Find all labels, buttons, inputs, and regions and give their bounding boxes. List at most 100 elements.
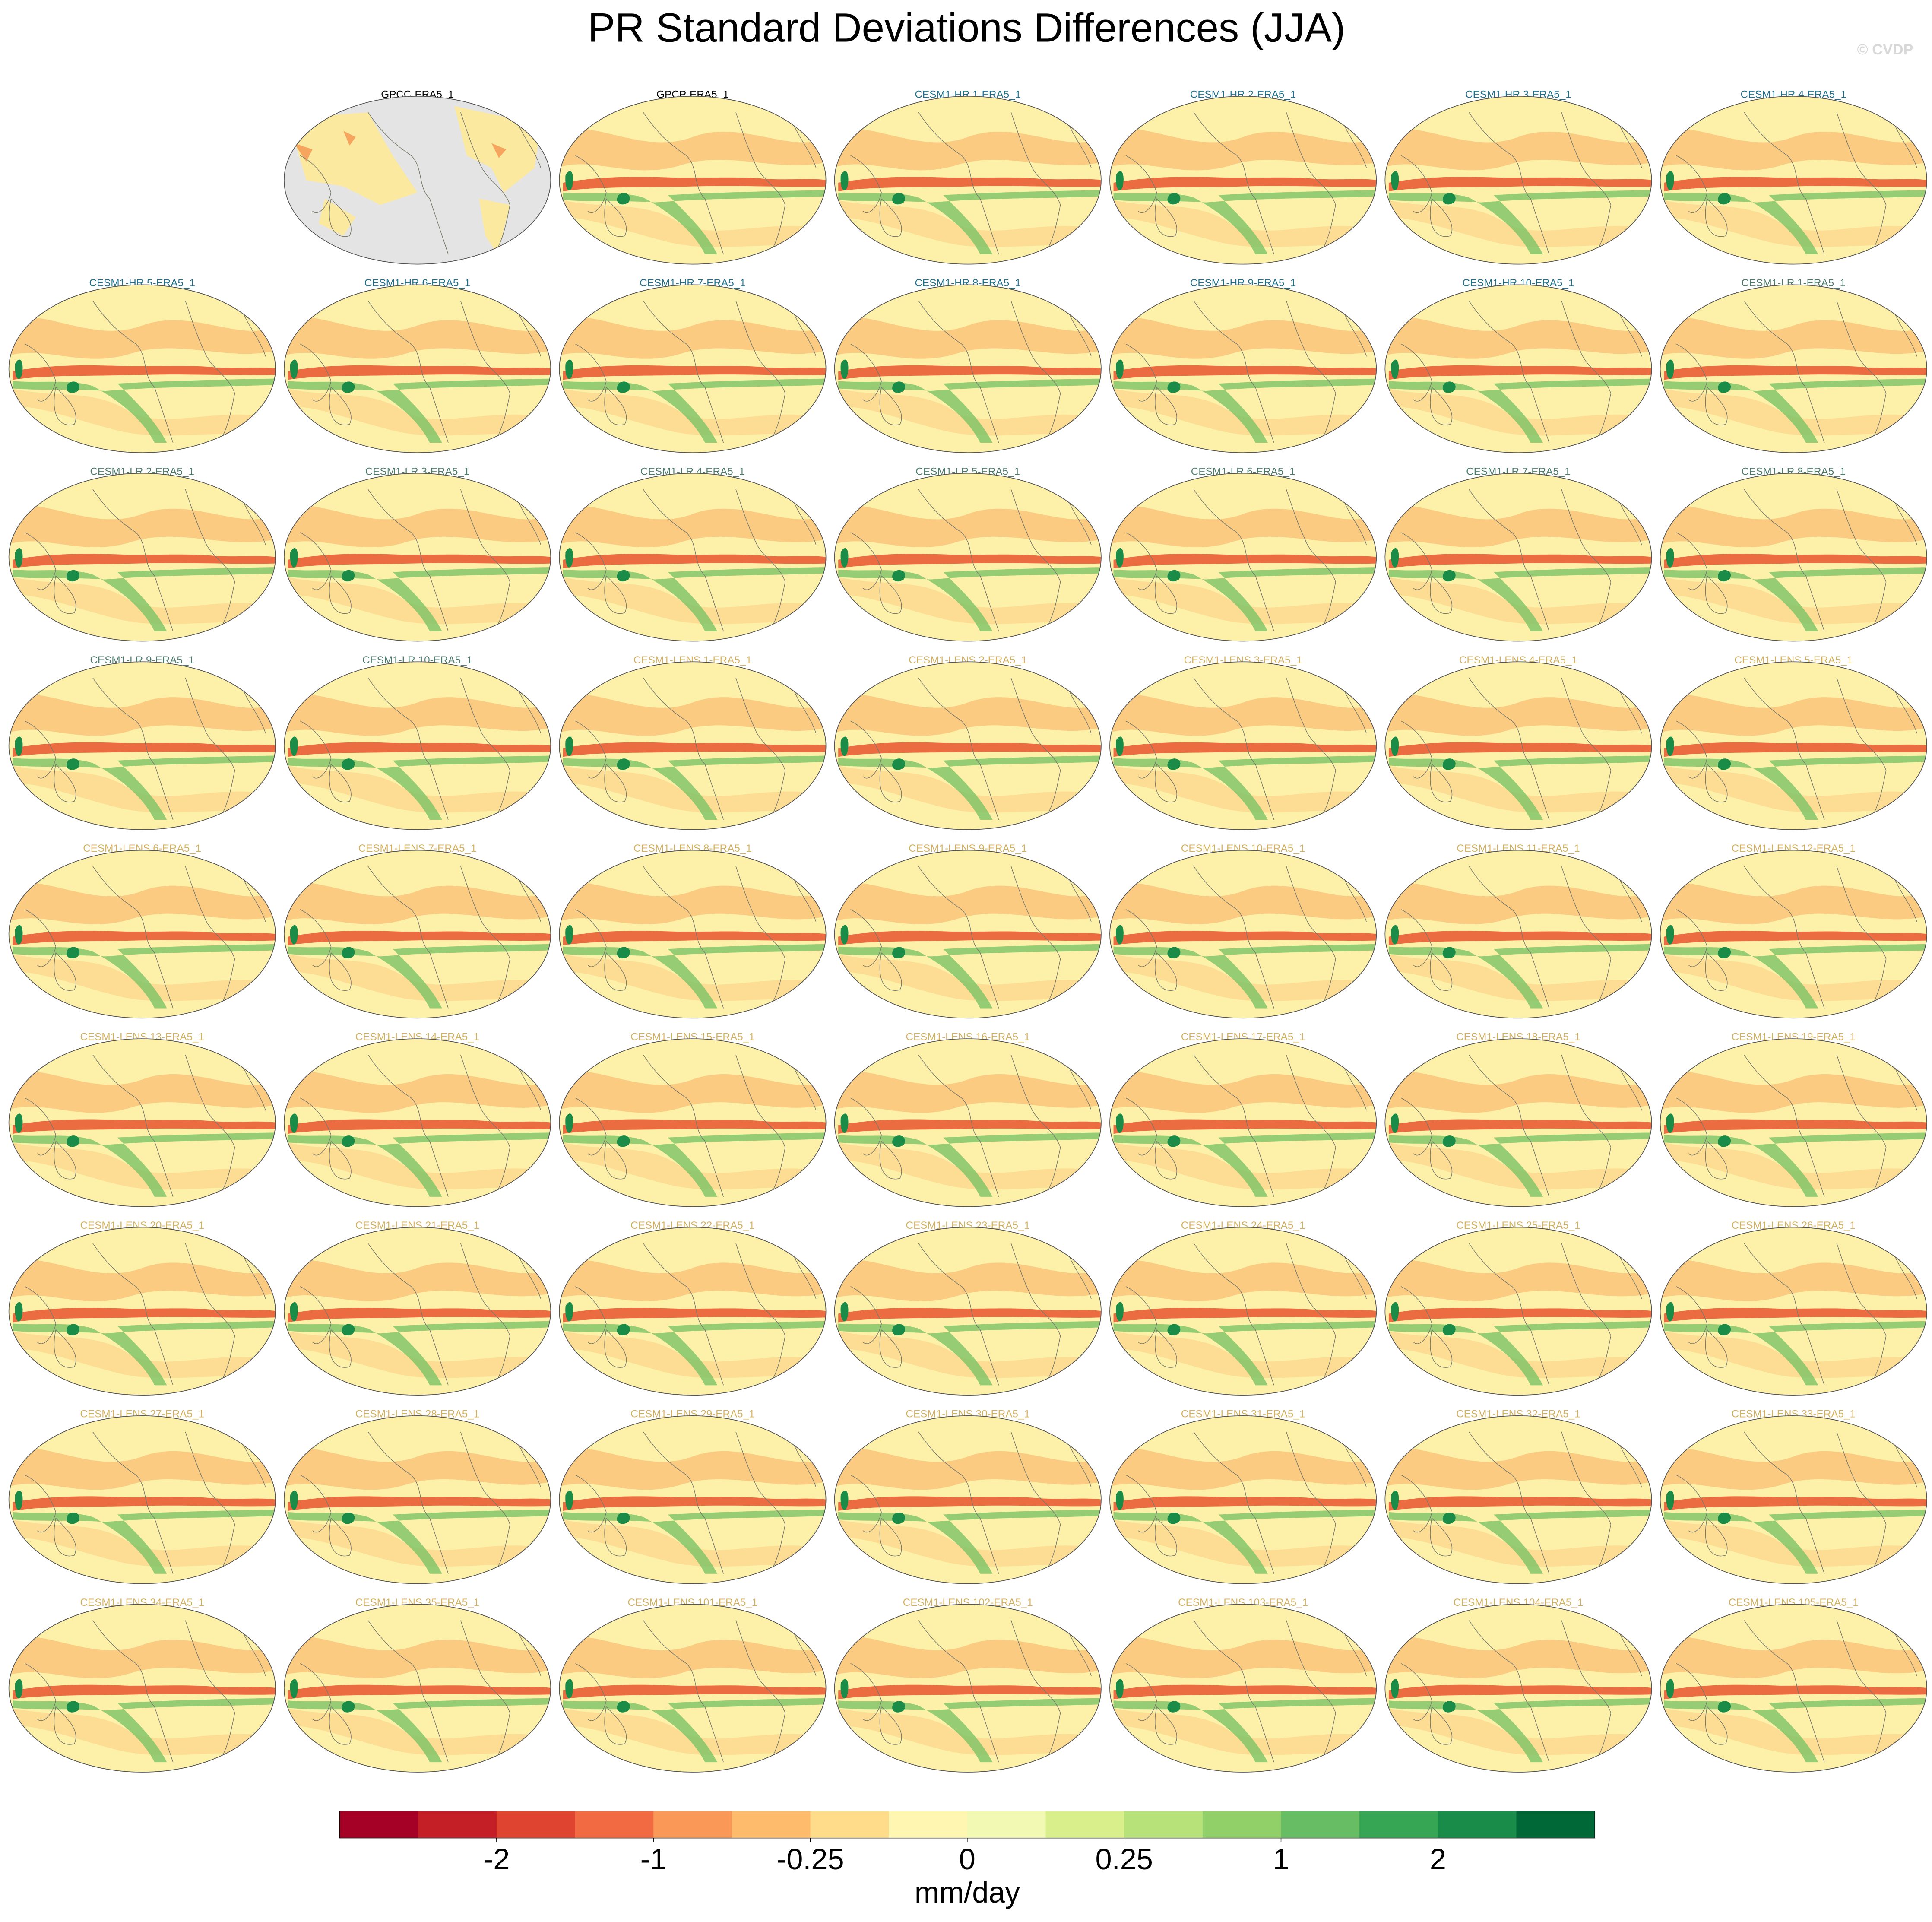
map-field bbox=[834, 285, 1101, 453]
wet-band bbox=[288, 1132, 551, 1197]
itcz-band bbox=[1388, 1307, 1652, 1323]
map-panel: CESM1-LR 6-ERA5_1 bbox=[1109, 466, 1377, 642]
map-panel: CESM1-HR 7-ERA5_1 bbox=[559, 277, 827, 453]
coastline bbox=[1401, 112, 1642, 254]
patches bbox=[9, 387, 276, 437]
wet-band bbox=[563, 1698, 826, 1763]
map bbox=[284, 1604, 551, 1773]
coastline bbox=[1676, 489, 1917, 631]
map-border bbox=[1384, 1415, 1652, 1584]
coastline bbox=[25, 677, 266, 820]
patches bbox=[834, 128, 1101, 171]
map-field bbox=[1385, 1415, 1652, 1584]
coastline bbox=[1401, 1431, 1642, 1574]
wet-band bbox=[838, 944, 1101, 1009]
map-field bbox=[284, 473, 551, 641]
colorbar-box bbox=[653, 1811, 732, 1838]
coastline bbox=[850, 1243, 1092, 1386]
wet-band bbox=[1664, 567, 1927, 631]
patches bbox=[284, 1636, 551, 1678]
wet-spot bbox=[565, 1679, 630, 1713]
itcz-band bbox=[1113, 1496, 1377, 1511]
wet-spot bbox=[1666, 359, 1731, 393]
colorbar-box bbox=[418, 1811, 497, 1838]
patches bbox=[1385, 1706, 1652, 1756]
itcz-band bbox=[1388, 1684, 1652, 1700]
map bbox=[834, 661, 1102, 830]
wet-band bbox=[1664, 378, 1927, 443]
wet-spot bbox=[1115, 548, 1181, 582]
map-field bbox=[834, 473, 1101, 641]
itcz-band bbox=[838, 742, 1101, 757]
map-panel: CESM1-LENS 13-ERA5_1 bbox=[8, 1031, 276, 1207]
patches bbox=[1385, 1329, 1652, 1380]
coastline bbox=[1401, 677, 1642, 820]
map-field bbox=[1109, 1415, 1377, 1584]
map-panel: CESM1-LENS 8-ERA5_1 bbox=[559, 843, 827, 1019]
wet-band bbox=[1664, 944, 1927, 1009]
patches bbox=[9, 575, 276, 625]
patches bbox=[1660, 952, 1927, 1002]
map bbox=[559, 1415, 827, 1584]
map-border bbox=[834, 1415, 1102, 1584]
map-panel: CESM1-HR 9-ERA5_1 bbox=[1109, 277, 1377, 453]
map bbox=[1660, 850, 1927, 1019]
itcz-band bbox=[1388, 554, 1652, 568]
wet-spot bbox=[1115, 171, 1181, 205]
coastline bbox=[300, 1243, 542, 1386]
map-field bbox=[1385, 473, 1652, 641]
itcz-band bbox=[288, 1496, 551, 1511]
patches bbox=[1385, 952, 1652, 1002]
coastline bbox=[300, 866, 542, 1009]
map-field bbox=[1385, 285, 1652, 453]
patches bbox=[1109, 505, 1377, 548]
map bbox=[1660, 96, 1927, 265]
wet-band bbox=[563, 567, 826, 631]
map-border bbox=[559, 661, 827, 830]
map-panel: CESM1-LENS 2-ERA5_1 bbox=[834, 654, 1102, 830]
wet-band bbox=[563, 190, 826, 254]
map-border bbox=[559, 1038, 827, 1207]
wet-band bbox=[1664, 1510, 1927, 1574]
wet-band bbox=[1664, 190, 1927, 254]
map-border bbox=[834, 1604, 1102, 1773]
patches bbox=[1109, 1706, 1377, 1756]
map bbox=[1384, 473, 1652, 642]
map bbox=[1660, 1227, 1927, 1396]
wet-spot bbox=[565, 359, 630, 393]
patches bbox=[559, 882, 826, 924]
map bbox=[1109, 1227, 1377, 1396]
colorbar-box bbox=[810, 1811, 890, 1838]
coastline bbox=[850, 301, 1092, 443]
map-field bbox=[834, 662, 1101, 830]
wet-spot bbox=[290, 548, 355, 582]
itcz-band bbox=[563, 1119, 826, 1134]
patches bbox=[1385, 882, 1652, 924]
map bbox=[1109, 284, 1377, 453]
coastline bbox=[575, 1243, 817, 1386]
patches bbox=[284, 764, 551, 814]
patches bbox=[1385, 575, 1652, 625]
map-panel: CESM1-LENS 14-ERA5_1 bbox=[284, 1031, 551, 1207]
map-field bbox=[1660, 96, 1927, 264]
map-field bbox=[1109, 1227, 1377, 1396]
map-field bbox=[9, 285, 276, 453]
patches bbox=[284, 575, 551, 625]
wet-spot bbox=[565, 171, 630, 205]
patches bbox=[1660, 1447, 1927, 1490]
patches bbox=[834, 764, 1101, 814]
colorbar-box bbox=[889, 1811, 968, 1838]
itcz-band bbox=[1664, 1496, 1927, 1511]
wet-band bbox=[563, 1510, 826, 1574]
coastline bbox=[300, 301, 542, 443]
itcz-band bbox=[1664, 1307, 1927, 1323]
coastline bbox=[1125, 112, 1367, 254]
itcz-band bbox=[1664, 1119, 1927, 1134]
coastline bbox=[25, 1620, 266, 1763]
map-panel: CESM1-LENS 11-ERA5_1 bbox=[1384, 843, 1652, 1019]
coastline bbox=[850, 1054, 1092, 1197]
patches bbox=[559, 1259, 826, 1301]
map-panel: CESM1-LENS 26-ERA5_1 bbox=[1660, 1220, 1927, 1396]
coastline bbox=[850, 866, 1092, 1009]
patches bbox=[1660, 1329, 1927, 1380]
